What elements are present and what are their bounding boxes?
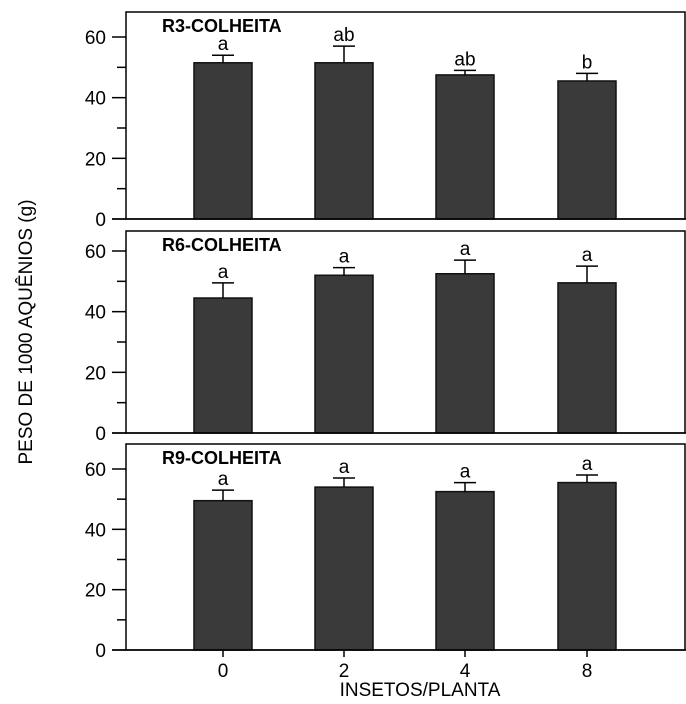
bar xyxy=(557,80,617,220)
y-axis-label: PESO DE 1000 AQUÊNIOS (g) xyxy=(15,199,37,464)
y-tick-label: 60 xyxy=(85,242,106,263)
bar xyxy=(314,62,374,220)
panel-title: R6-COLHEITA xyxy=(162,235,282,255)
bar xyxy=(193,499,253,651)
y-tick-label: 40 xyxy=(85,303,106,324)
y-tick-label: 60 xyxy=(85,28,106,49)
bar xyxy=(435,273,495,434)
significance-label: a xyxy=(218,262,229,283)
bar xyxy=(314,486,374,651)
bar xyxy=(557,481,617,651)
y-tick-label: 40 xyxy=(85,520,106,541)
bar xyxy=(435,74,495,220)
bar xyxy=(557,282,617,434)
x-tick-label: 4 xyxy=(460,661,471,682)
bar xyxy=(314,274,374,434)
significance-label: a xyxy=(218,469,229,490)
bar xyxy=(435,490,495,651)
significance-label: ab xyxy=(333,25,354,46)
y-tick-label: 40 xyxy=(85,89,106,110)
significance-label: a xyxy=(582,454,593,475)
significance-label: b xyxy=(582,52,593,73)
x-tick-label: 8 xyxy=(582,661,593,682)
y-tick-label: 20 xyxy=(85,149,106,170)
significance-label: a xyxy=(460,239,471,260)
significance-label: a xyxy=(460,462,471,483)
y-tick-label: 0 xyxy=(95,210,106,231)
bar xyxy=(193,62,253,220)
y-tick-label: 20 xyxy=(85,581,106,602)
x-axis-label: INSETOS/PLANTA xyxy=(340,680,501,699)
significance-label: a xyxy=(218,34,229,55)
significance-label: ab xyxy=(454,49,475,70)
y-tick-label: 60 xyxy=(85,460,106,481)
y-tick-label: 0 xyxy=(95,641,106,662)
significance-label: a xyxy=(339,457,350,478)
bar xyxy=(193,297,253,434)
y-tick-label: 0 xyxy=(95,424,106,445)
x-tick-label: 0 xyxy=(218,661,229,682)
significance-label: a xyxy=(339,247,350,268)
panel-title: R3-COLHEITA xyxy=(162,16,282,36)
panel-2: 0 20 40 60 R6-COLHEITA a a a a xyxy=(85,230,686,445)
significance-label: a xyxy=(582,245,593,266)
x-tick-label: 2 xyxy=(339,661,350,682)
panel-title: R9-COLHEITA xyxy=(162,448,282,468)
y-tick-label: 20 xyxy=(85,363,106,384)
